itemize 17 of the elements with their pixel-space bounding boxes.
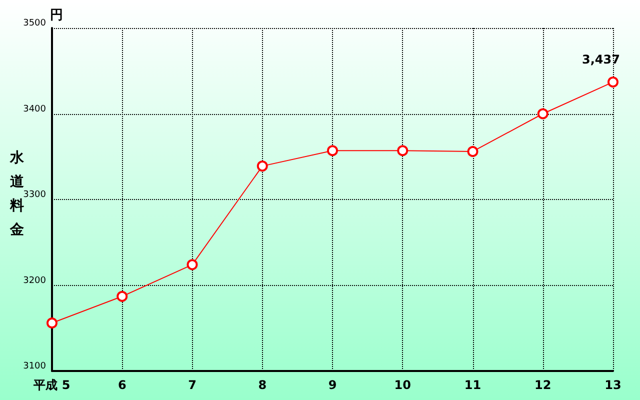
y-tick-label: 3500 xyxy=(23,18,46,28)
text: 円 xyxy=(50,7,63,24)
data-label: 3,437 xyxy=(582,52,620,67)
x-tick-label: 6 xyxy=(118,378,126,392)
y-axis-title: 水道料金 xyxy=(10,149,24,240)
y-tick-label: 3100 xyxy=(23,362,46,372)
x-tick-label: 8 xyxy=(258,378,267,392)
y-tick-label: 3300 xyxy=(23,190,46,200)
x-tick-label: 13 xyxy=(604,378,622,392)
x-tick-label: 平成 5 xyxy=(32,378,70,392)
y-tick-label: 3200 xyxy=(23,276,46,286)
x-tick-label: 10 xyxy=(394,378,411,392)
x-tick-label: 7 xyxy=(188,378,196,392)
y-tick-label: 3400 xyxy=(23,104,46,114)
x-tick-label: 12 xyxy=(534,378,552,392)
x-tick-label: 9 xyxy=(328,378,337,392)
x-tick-label: 11 xyxy=(464,378,482,392)
